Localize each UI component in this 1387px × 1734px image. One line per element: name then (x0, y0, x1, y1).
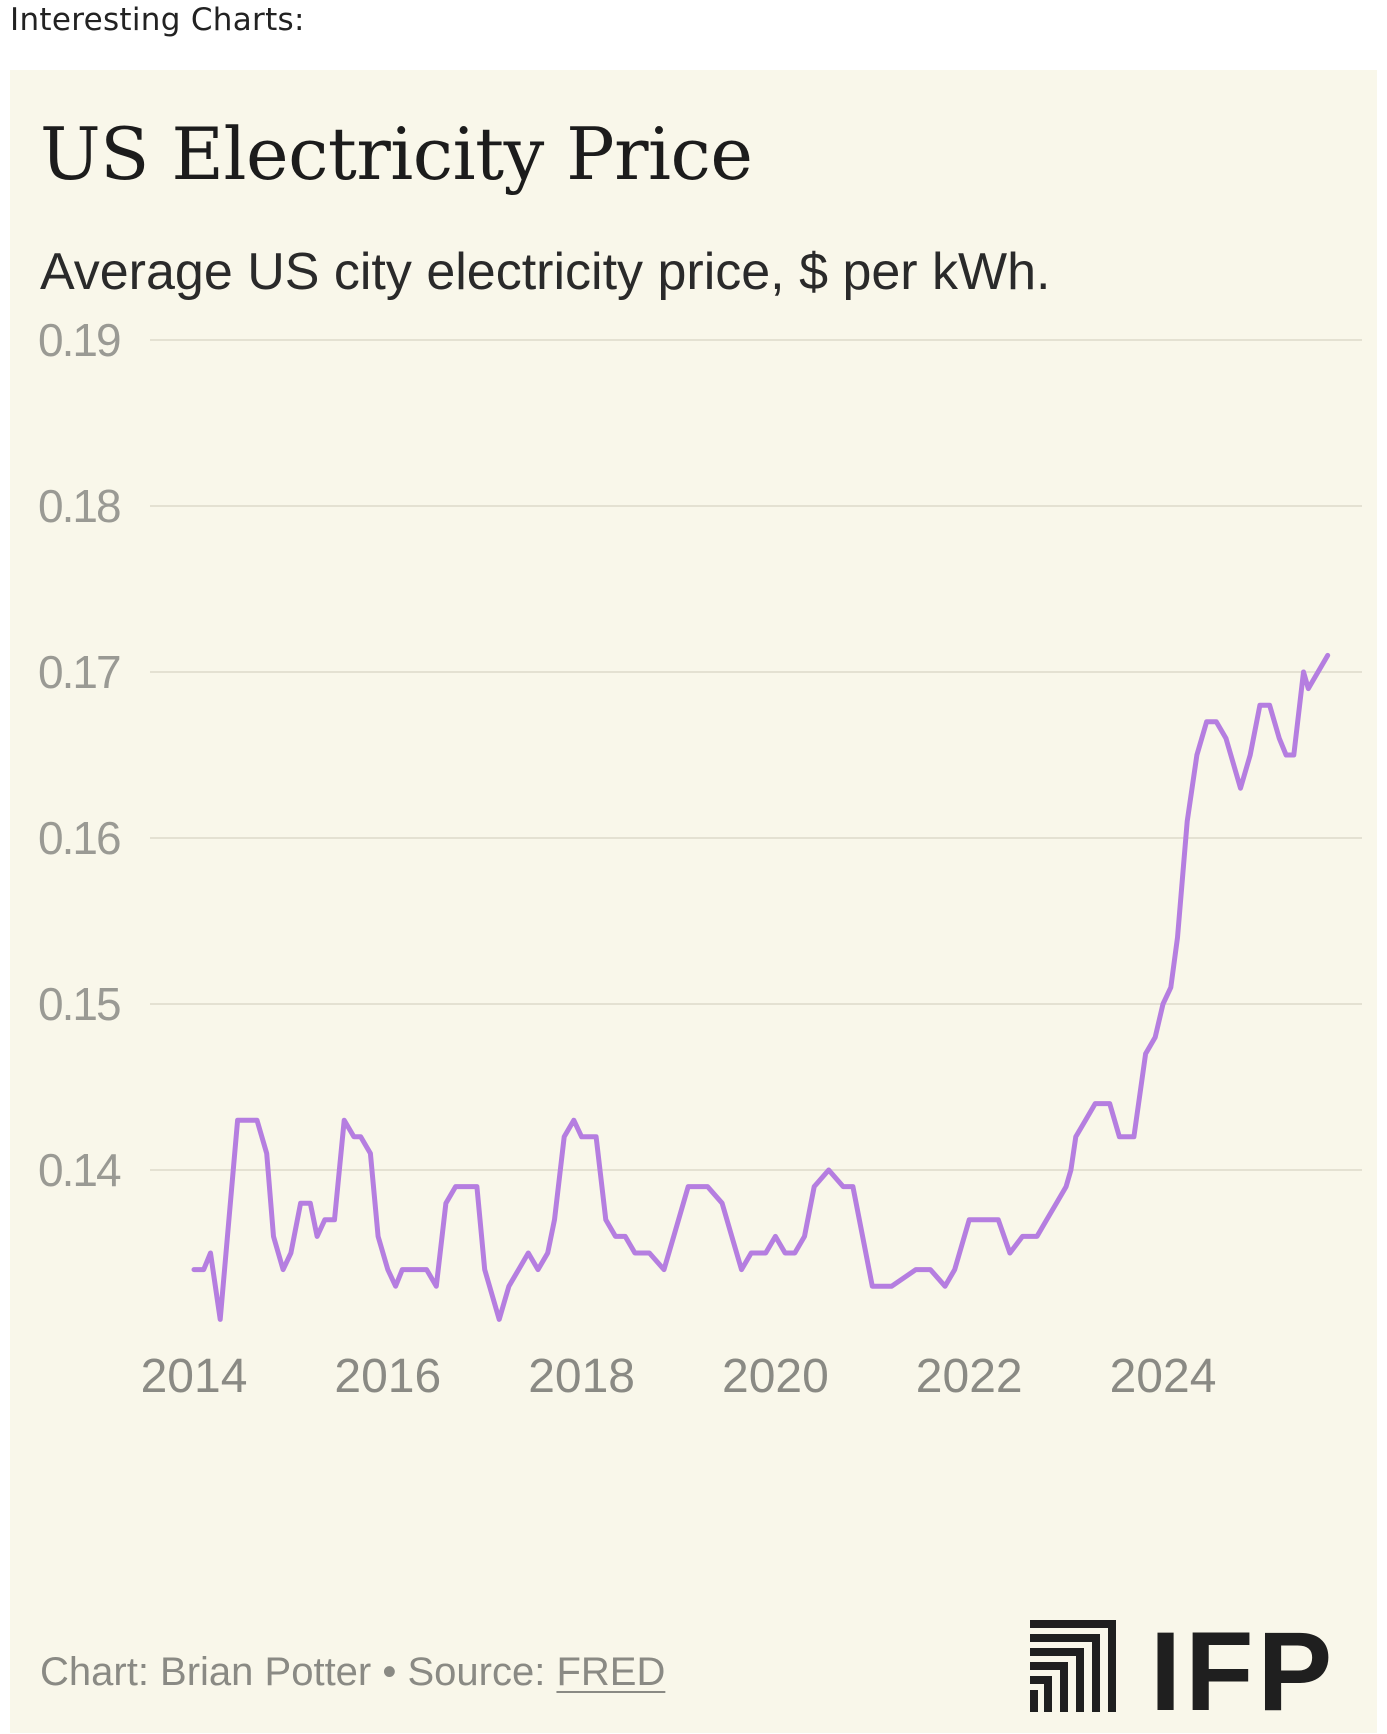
ifp-logo-icon (1030, 1620, 1116, 1712)
y-tick-label: 0.15 (38, 978, 120, 1030)
chart-card: US Electricity Price Average US city ele… (10, 70, 1377, 1733)
y-tick-label: 0.16 (38, 812, 120, 864)
x-tick-label: 2014 (141, 1350, 248, 1403)
y-axis-ticks: 0.19 0.18 0.17 0.16 0.15 0.14 (38, 314, 123, 1196)
x-axis-ticks: 2014 2016 2018 2020 2022 2024 (141, 1350, 1217, 1403)
page-heading: Interesting Charts: (10, 2, 305, 38)
y-tick-label: 0.19 (38, 314, 120, 366)
chart-credit: Chart: Brian Potter • Source: (40, 1650, 557, 1694)
gridlines (150, 339, 1362, 1171)
x-tick-label: 2016 (334, 1350, 441, 1403)
series-layer (191, 652, 1331, 1322)
line-chart: 0.19 0.18 0.17 0.16 0.15 0.14 2014 2016 2018 202… (38, 314, 1362, 1403)
x-tick-label: 2018 (528, 1350, 635, 1403)
ifp-logo-text: IFP (1150, 1609, 1337, 1734)
chart-footer: Chart: Brian Potter • Source: FRED (40, 1650, 665, 1695)
y-tick-label: 0.17 (38, 646, 120, 698)
chart-title: US Electricity Price (40, 112, 753, 196)
series-line (191, 652, 1331, 1322)
x-tick-label: 2020 (722, 1350, 829, 1403)
x-tick-label: 2022 (916, 1350, 1023, 1403)
y-tick-label: 0.18 (38, 480, 120, 532)
y-tick-label: 0.14 (38, 1144, 121, 1196)
chart-subtitle: Average US city electricity price, $ per… (40, 243, 1051, 301)
x-tick-label: 2024 (1110, 1350, 1217, 1403)
source-link[interactable]: FRED (556, 1650, 666, 1694)
